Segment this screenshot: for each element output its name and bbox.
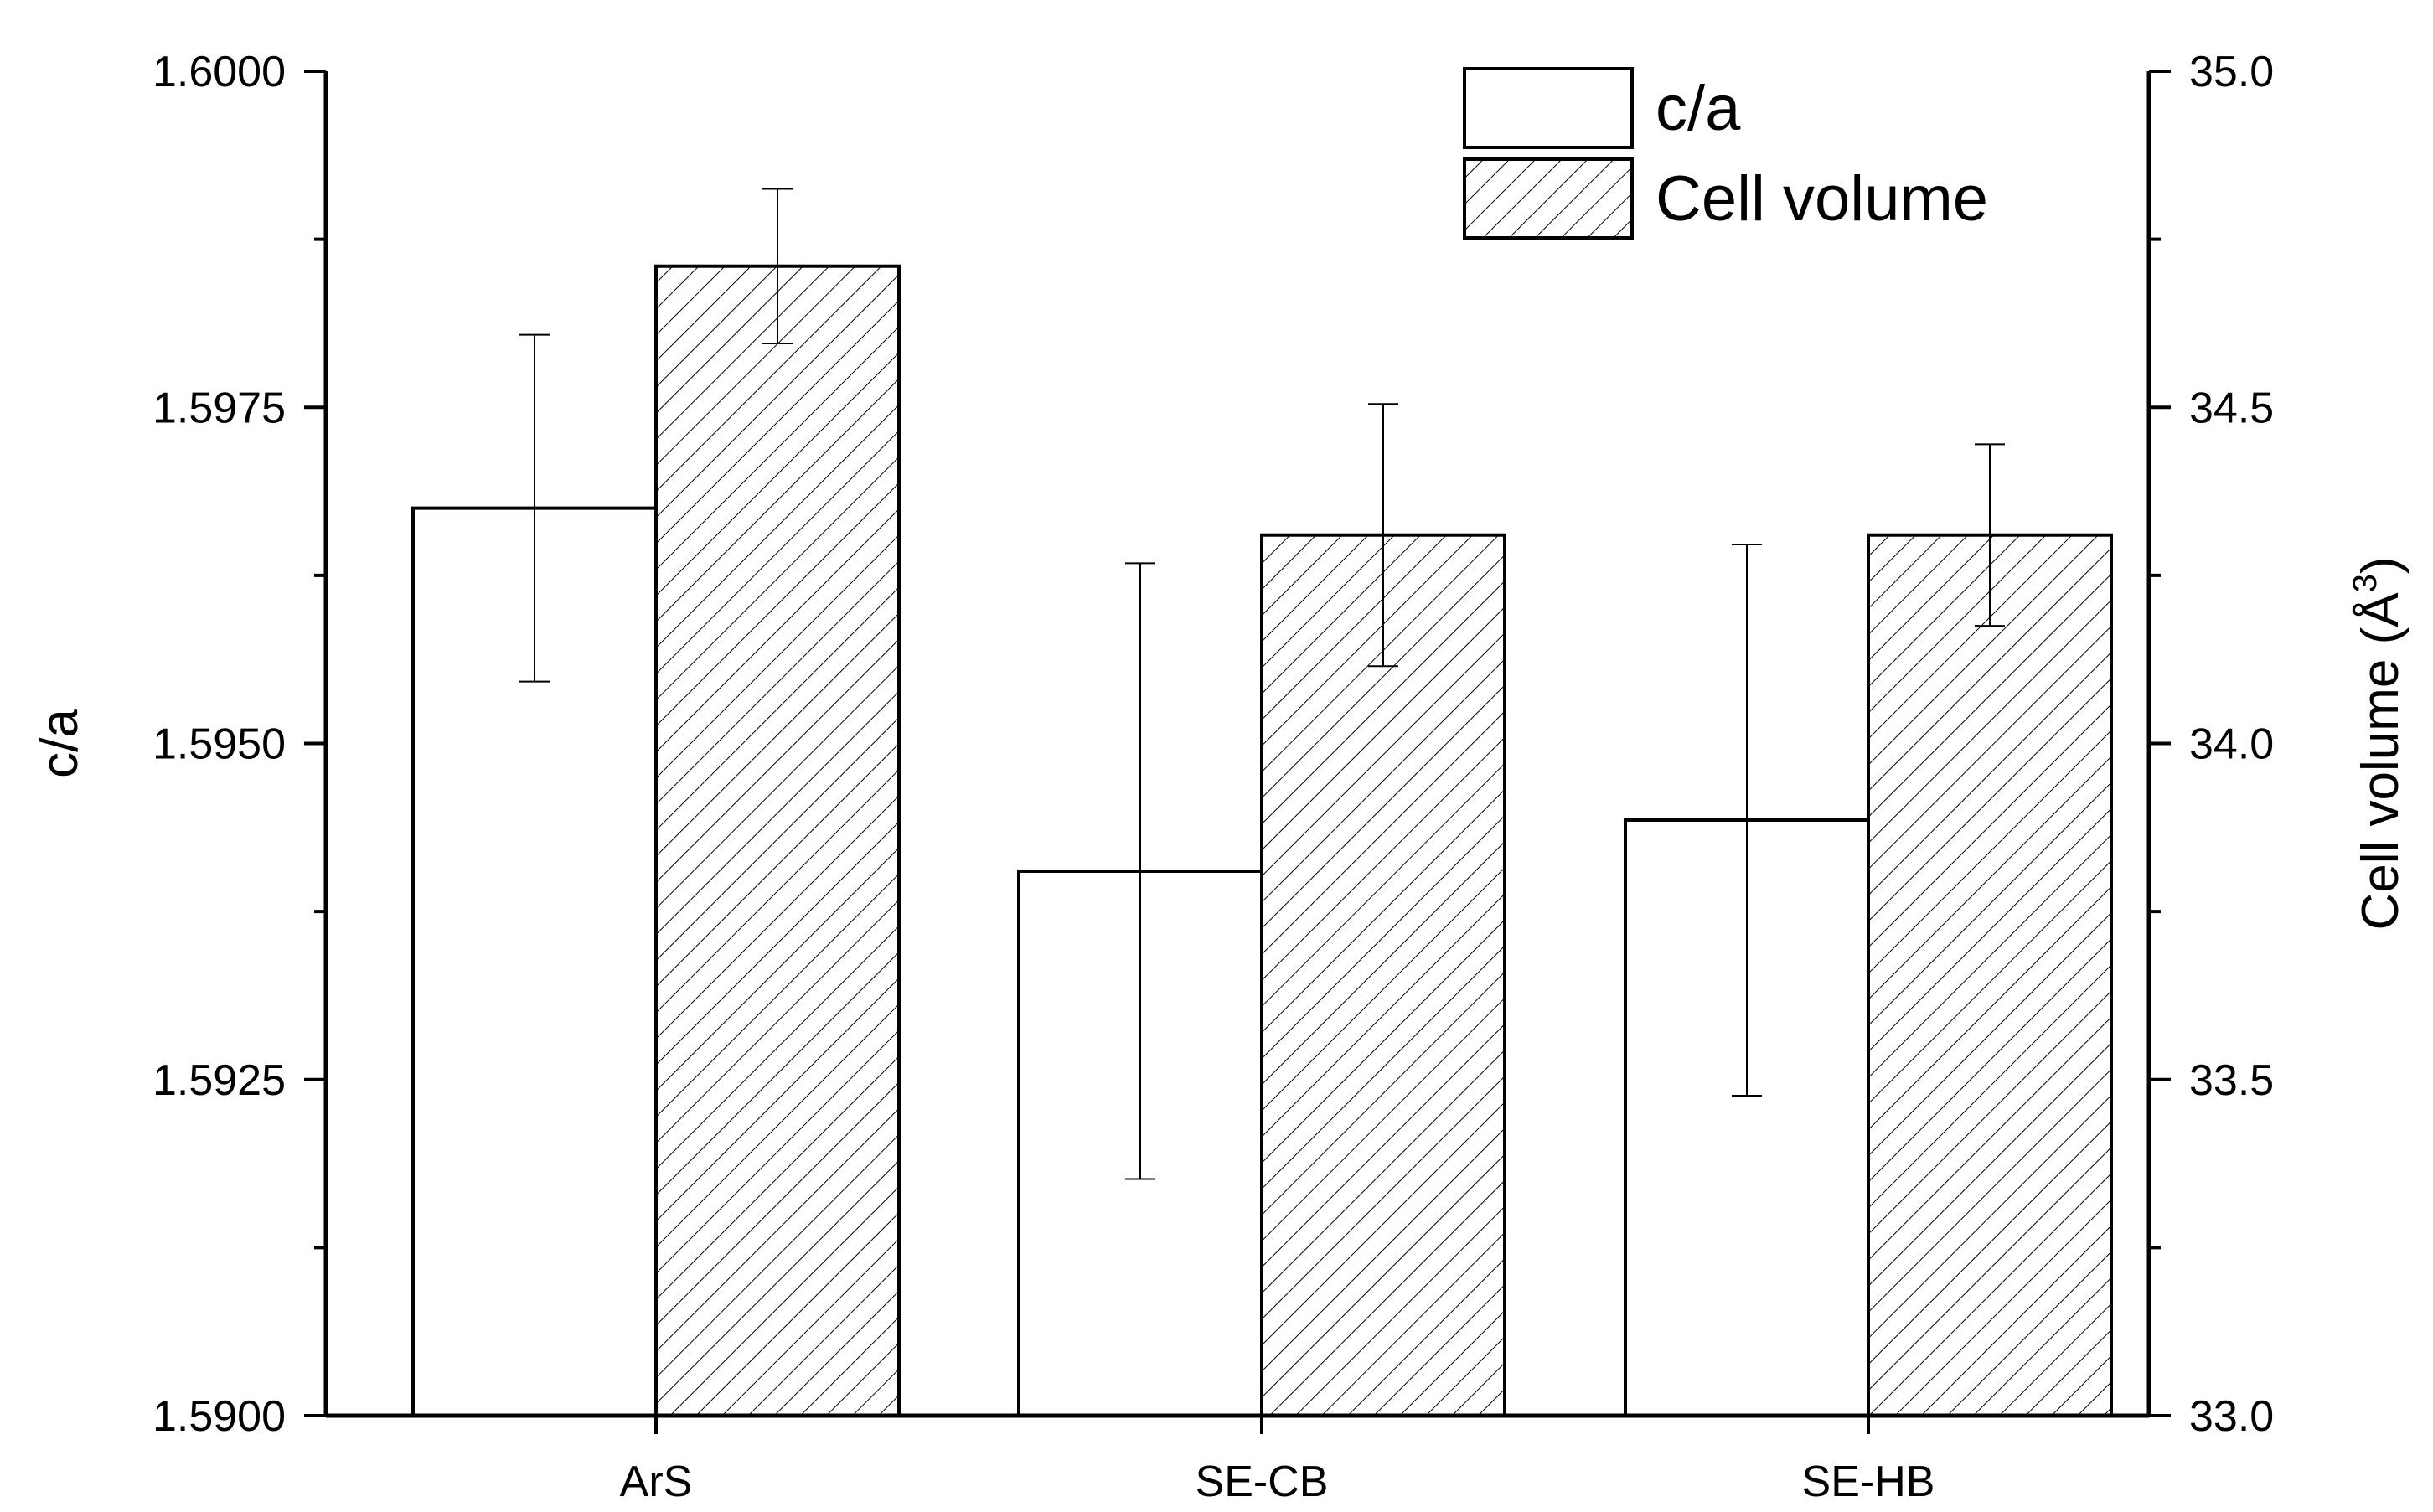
legend-label-cell-volume: Cell volume — [1656, 163, 1988, 235]
legend-swatch-ca — [1463, 67, 1634, 149]
x-tick-label-se-hb: SE-HB — [1802, 1458, 1935, 1506]
right-tick-label: 35.0 — [2189, 48, 2274, 96]
left-tick-label: 1.5950 — [152, 720, 286, 769]
left-tick-label: 1.5975 — [152, 384, 286, 432]
bar-cell-volume-ars — [654, 264, 901, 1418]
right-axis-title-main: Cell volume (Å — [2352, 592, 2410, 931]
left-tick-label: 1.5925 — [152, 1056, 286, 1105]
x-tick-label-se-cb: SE-CB — [1196, 1458, 1329, 1506]
legend-label-ca: c/a — [1656, 73, 1741, 144]
right-tick-label: 33.5 — [2189, 1056, 2274, 1105]
right-tick-label: 34.0 — [2189, 720, 2274, 769]
right-tick-label: 33.0 — [2189, 1392, 2274, 1441]
legend-swatch-cell-volume — [1463, 157, 1634, 240]
right-axis-title: Cell volume (Å3) — [2347, 556, 2410, 930]
right-axis-title-superscript: 3 — [2347, 574, 2384, 592]
left-axis-title: c/a — [31, 709, 89, 778]
right-tick-label: 34.5 — [2189, 384, 2274, 432]
bar-cell-volume-se-hb — [1867, 533, 2113, 1417]
right-axis-title-end: ) — [2352, 556, 2410, 574]
bar-cell-volume-se-cb — [1260, 533, 1506, 1417]
left-tick-label: 1.5900 — [152, 1392, 286, 1441]
left-tick-label: 1.6000 — [152, 48, 286, 96]
x-tick-label-ars: ArS — [620, 1458, 693, 1506]
